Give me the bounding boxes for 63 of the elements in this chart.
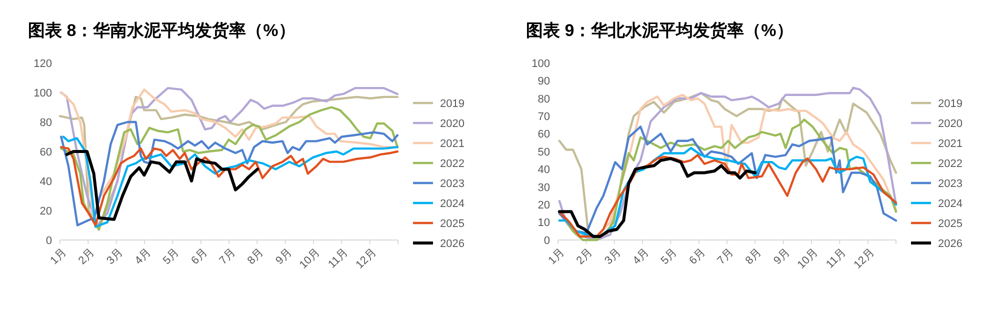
y-tick-label: 120 — [34, 58, 52, 70]
line-series — [60, 120, 399, 226]
legend-label: 2022 — [938, 158, 962, 170]
legend-label: 2021 — [938, 138, 962, 150]
x-tick-label: 8月 — [245, 246, 266, 267]
y-tick-label: 10 — [538, 217, 550, 230]
y-tick-label: 20 — [538, 199, 550, 212]
chart-title: 图表 9：华北水泥平均发货率（%） — [526, 21, 794, 40]
x-tick-label: 1月 — [48, 246, 69, 267]
x-tick-label: 11月 — [824, 246, 849, 271]
x-tick-label: 9月 — [274, 246, 294, 267]
y-tick-label: 20 — [40, 205, 52, 218]
x-tick-label: 1月 — [546, 246, 567, 267]
legend-label: 2026 — [440, 238, 464, 250]
line-series — [558, 157, 757, 238]
x-tick-label: 12月 — [852, 246, 877, 272]
x-tick-label: 9月 — [772, 246, 792, 267]
legend-label: 2020 — [440, 118, 464, 130]
x-tick-label: 6月 — [189, 246, 210, 267]
x-tick-label: 6月 — [687, 246, 708, 267]
x-tick-label: 5月 — [160, 246, 182, 267]
legend-label: 2019 — [440, 98, 464, 110]
legend-label: 2026 — [938, 238, 962, 250]
x-tick-label: 2月 — [76, 246, 98, 267]
y-tick-label: 0 — [46, 234, 52, 247]
x-tick-label: 7月 — [715, 246, 736, 267]
y-tick-label: 70 — [538, 110, 550, 123]
y-tick-label: 90 — [538, 76, 550, 88]
y-tick-label: 60 — [40, 146, 52, 158]
x-tick-label: 7月 — [217, 246, 238, 267]
x-tick-label: 5月 — [658, 246, 680, 267]
legend-label: 2020 — [938, 118, 962, 130]
y-tick-label: 30 — [538, 182, 550, 194]
x-tick-label: 12月 — [354, 246, 379, 272]
y-tick-label: 40 — [40, 176, 52, 188]
x-tick-label: 10月 — [795, 246, 820, 272]
y-tick-label: 80 — [538, 93, 550, 106]
x-tick-label: 2月 — [574, 246, 596, 267]
y-tick-label: 50 — [538, 146, 550, 158]
legend-label: 2019 — [938, 98, 962, 110]
chart-title: 图表 8：华南水泥平均发货率（%） — [28, 21, 296, 40]
x-tick-label: 3月 — [104, 246, 126, 267]
x-tick-label: 11月 — [326, 246, 351, 271]
y-tick-label: 60 — [538, 128, 550, 141]
legend-label: 2021 — [440, 138, 464, 150]
y-tick-label: 100 — [532, 58, 550, 70]
legend-label: 2025 — [938, 218, 962, 230]
x-tick-label: 10月 — [297, 246, 322, 272]
legend-label: 2022 — [440, 158, 464, 170]
legend-label: 2023 — [938, 178, 962, 190]
legend-label: 2023 — [440, 178, 464, 190]
legend-label: 2025 — [440, 218, 464, 230]
line-series — [65, 150, 259, 221]
x-tick-label: 4月 — [630, 246, 652, 267]
y-tick-label: 80 — [40, 116, 52, 129]
y-tick-label: 0 — [544, 234, 550, 247]
y-tick-label: 40 — [538, 164, 550, 176]
legend-label: 2024 — [938, 198, 962, 210]
x-tick-label: 8月 — [743, 246, 764, 267]
legend-label: 2024 — [440, 198, 464, 210]
x-tick-label: 4月 — [132, 246, 154, 267]
y-tick-label: 100 — [34, 87, 52, 100]
x-tick-label: 3月 — [602, 246, 624, 267]
